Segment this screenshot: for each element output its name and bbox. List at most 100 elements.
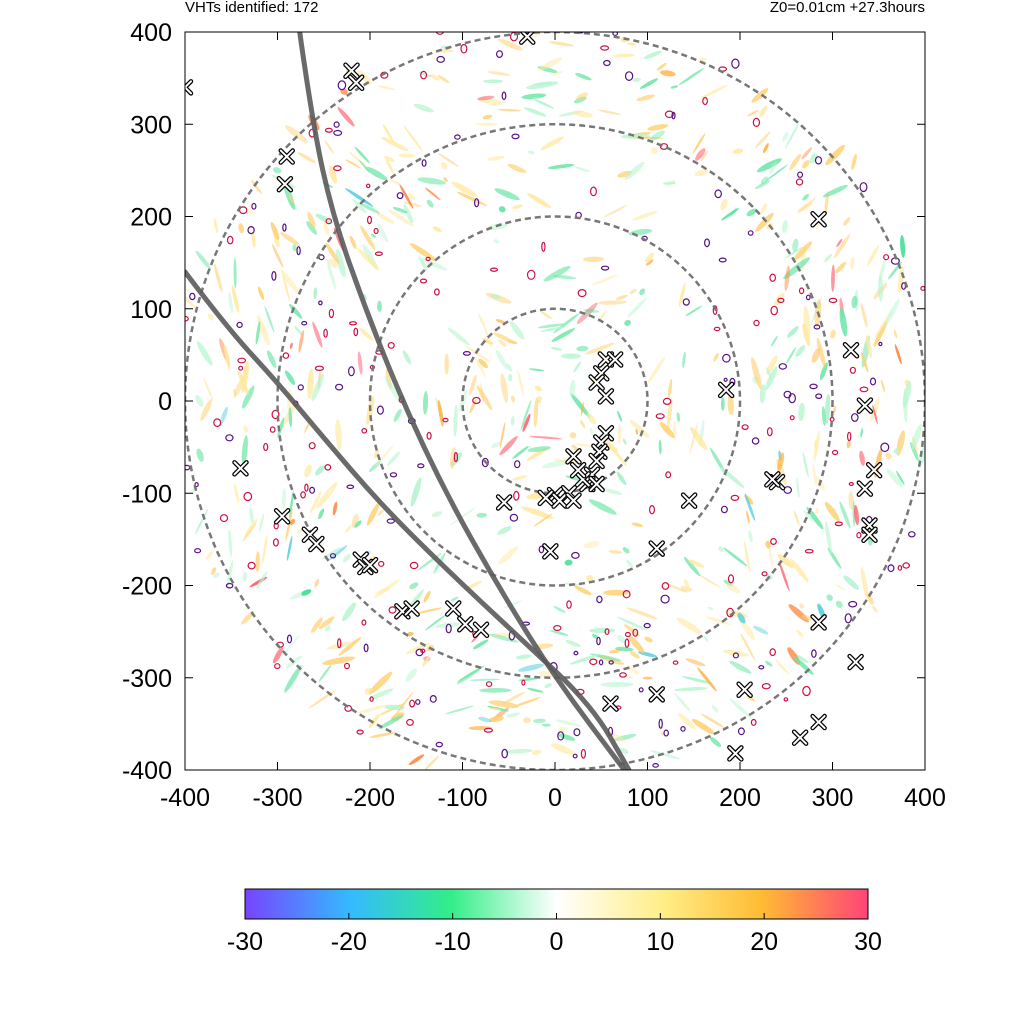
- field-streak: [475, 122, 498, 126]
- field-streak: [527, 150, 535, 155]
- field-streak: [896, 470, 905, 486]
- field-streak: [335, 419, 342, 451]
- field-streak: [685, 305, 703, 317]
- field-streak: [579, 420, 586, 429]
- field-streak: [307, 211, 316, 229]
- field-streak: [683, 556, 701, 577]
- field-streak: [682, 351, 686, 368]
- field-streak: [444, 353, 449, 375]
- field-streak: [774, 293, 785, 306]
- field-streak: [626, 665, 640, 675]
- field-streak: [549, 41, 574, 47]
- field-streak: [409, 582, 419, 590]
- field-streak: [316, 481, 338, 509]
- vht-marker: [791, 729, 809, 746]
- field-streak: [608, 550, 623, 554]
- field-streak: [798, 402, 805, 422]
- field-streak: [200, 399, 212, 422]
- field-streak: [219, 406, 228, 427]
- storm-tracks: [185, 32, 632, 770]
- field-streak: [377, 85, 396, 91]
- field-streak: [785, 122, 800, 149]
- field-streak: [498, 339, 507, 347]
- field-streak: [364, 687, 372, 692]
- field-streak: [192, 486, 195, 495]
- field-streak: [284, 665, 302, 693]
- contour-loop: [189, 292, 196, 301]
- contour-loop: [902, 562, 911, 569]
- contour-loop: [269, 426, 276, 433]
- contour-loop: [219, 514, 229, 523]
- vht-marker: [343, 62, 360, 79]
- field-streak: [284, 125, 308, 143]
- field-streak: [727, 394, 734, 415]
- contour-loop: [282, 223, 287, 232]
- field-streak: [476, 385, 493, 411]
- field-streak: [332, 501, 338, 516]
- field-streak: [629, 419, 650, 438]
- field-streak: [457, 665, 485, 683]
- contour-loop: [663, 729, 670, 737]
- field-streak: [228, 291, 233, 314]
- field-streak: [811, 151, 816, 160]
- field-streak: [650, 750, 681, 760]
- field-streak: [465, 345, 492, 364]
- field-streak: [246, 208, 254, 214]
- contour-loop: [814, 156, 823, 165]
- contour-loop: [501, 748, 509, 759]
- contour-loop: [442, 417, 449, 423]
- contour-loop: [672, 660, 679, 665]
- contour-loop: [460, 43, 468, 54]
- contour-loop: [435, 32, 445, 35]
- contour-loop: [417, 463, 425, 469]
- contour-loop: [578, 32, 584, 34]
- field-streak: [497, 108, 521, 112]
- field-streak: [878, 275, 884, 302]
- contour-loop: [624, 71, 634, 81]
- contour-loop: [713, 326, 721, 332]
- field-streak: [571, 444, 579, 451]
- contour-loop: [513, 490, 520, 501]
- field-streak: [770, 335, 778, 347]
- field-streak: [537, 66, 558, 73]
- field-streak: [777, 553, 794, 569]
- field-streak: [853, 505, 860, 526]
- contour-loop: [380, 71, 389, 79]
- field-streak: [789, 153, 802, 171]
- field-streak: [603, 204, 628, 218]
- field-streak: [426, 199, 434, 208]
- contour-loop: [859, 182, 868, 193]
- contour-loop: [363, 643, 369, 653]
- field-streak: [631, 522, 643, 527]
- field-streak: [491, 294, 501, 299]
- contour-loop: [624, 631, 631, 638]
- field-streak: [647, 356, 666, 384]
- field-streak: [541, 723, 552, 727]
- field-streak: [859, 450, 865, 466]
- field-streak: [453, 404, 458, 437]
- field-streak: [528, 368, 545, 372]
- field-streak: [468, 726, 493, 731]
- field-streak: [766, 367, 772, 379]
- contour-loop: [638, 687, 644, 693]
- field-streak: [720, 397, 725, 411]
- contour-loop: [589, 186, 597, 197]
- field-streak: [787, 326, 799, 338]
- field-streak: [365, 166, 388, 181]
- contour-loop: [848, 481, 854, 487]
- contour-loop: [598, 659, 604, 666]
- field-streak: [552, 274, 577, 280]
- vht-marker: [537, 489, 554, 507]
- vht-marker: [680, 492, 698, 509]
- field-streak: [572, 110, 594, 118]
- field-streak: [617, 424, 621, 445]
- field-streak: [533, 718, 546, 724]
- contour-loop: [367, 215, 373, 225]
- field-streak: [884, 298, 900, 327]
- field-streak: [759, 105, 768, 118]
- contour-loop: [388, 606, 397, 614]
- field-streak: [495, 319, 506, 324]
- field-streak: [760, 203, 768, 214]
- contour-loop: [472, 396, 481, 405]
- field-streak: [552, 70, 563, 76]
